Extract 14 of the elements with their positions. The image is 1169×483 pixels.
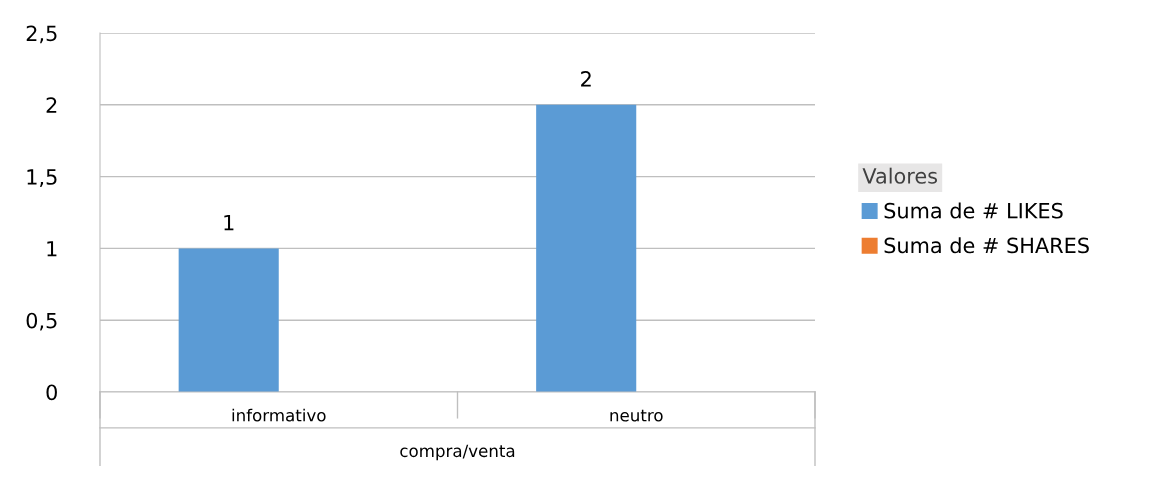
y-tick-label: 0,5 (26, 312, 57, 331)
x-tick-label: neutro (610, 409, 663, 422)
data-label: 1 (224, 214, 234, 231)
y-tick-label: 1 (47, 241, 57, 257)
legend-title: Valores (862, 167, 938, 184)
legend-label: Suma de # SHARES (884, 237, 1089, 254)
y-tick-label: 0 (46, 384, 57, 401)
x-axis-title: compra/venta (400, 444, 515, 461)
data-label: 2 (581, 71, 591, 87)
x-tick-label: informativo (232, 408, 326, 422)
legend-label: Suma de # LIKES (884, 202, 1063, 219)
y-tick-label: 2 (46, 97, 57, 113)
y-tick-label: 2,5 (26, 25, 57, 44)
y-tick-label: 1,5 (27, 169, 57, 187)
